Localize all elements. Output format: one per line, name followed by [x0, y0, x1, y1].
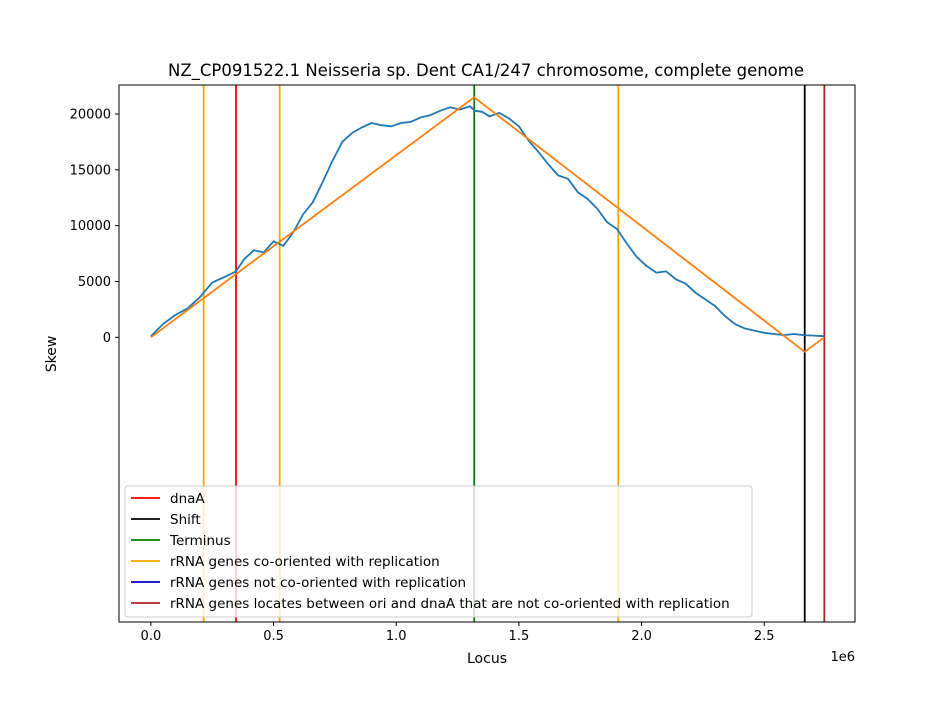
- legend-label-1: Shift: [170, 512, 201, 528]
- plot-frame: [118, 84, 856, 623]
- legend-box: [124, 485, 753, 618]
- y-tick-label-1: 5000: [78, 275, 111, 290]
- x-axis-ticks: 0.0 0.5 1.0 1.5 2.0 2.5: [141, 622, 775, 644]
- x-tick-label-4: 2.0: [631, 629, 652, 644]
- legend: dnaA Shift Terminus rRNA genes co-oriented …: [124, 485, 753, 618]
- legend-label-0: dnaA: [170, 491, 205, 507]
- y-axis-label: Skew: [44, 336, 60, 373]
- x-tick-label-0: 0.0: [141, 629, 162, 644]
- legend-label-4: rRNA genes not co-oriented with replicat…: [170, 575, 466, 591]
- y-tick-label-3: 15000: [70, 163, 111, 178]
- legend-label-3: rRNA genes co-oriented with replication: [170, 554, 440, 570]
- y-tick-label-0: 0: [103, 331, 111, 346]
- y-axis-ticks: 0 5000 10000 15000 20000: [70, 108, 119, 346]
- series-lines: [150, 96, 825, 353]
- x-axis-label: Locus: [467, 651, 507, 667]
- legend-label-5: rRNA genes locates between ori and dnaA …: [170, 596, 730, 612]
- x-axis-offset-label: 1e6: [830, 650, 855, 665]
- marker-lines: [202, 85, 826, 622]
- x-tick-label-1: 0.5: [263, 629, 284, 644]
- chart-title: NZ_CP091522.1 Neisseria sp. Dent CA1/247…: [168, 61, 804, 81]
- plot-area: 0.0 0.5 1.0 1.5 2.0 2.5 0 5000 10000 15000 20000: [70, 84, 856, 644]
- x-tick-label-3: 1.5: [509, 629, 530, 644]
- x-tick-label-5: 2.5: [754, 629, 775, 644]
- y-tick-label-4: 20000: [70, 108, 111, 123]
- series-line-fit: [150, 96, 825, 353]
- y-tick-label-2: 10000: [70, 219, 111, 234]
- legend-label-2: Terminus: [169, 533, 231, 549]
- x-tick-label-2: 1.0: [386, 629, 407, 644]
